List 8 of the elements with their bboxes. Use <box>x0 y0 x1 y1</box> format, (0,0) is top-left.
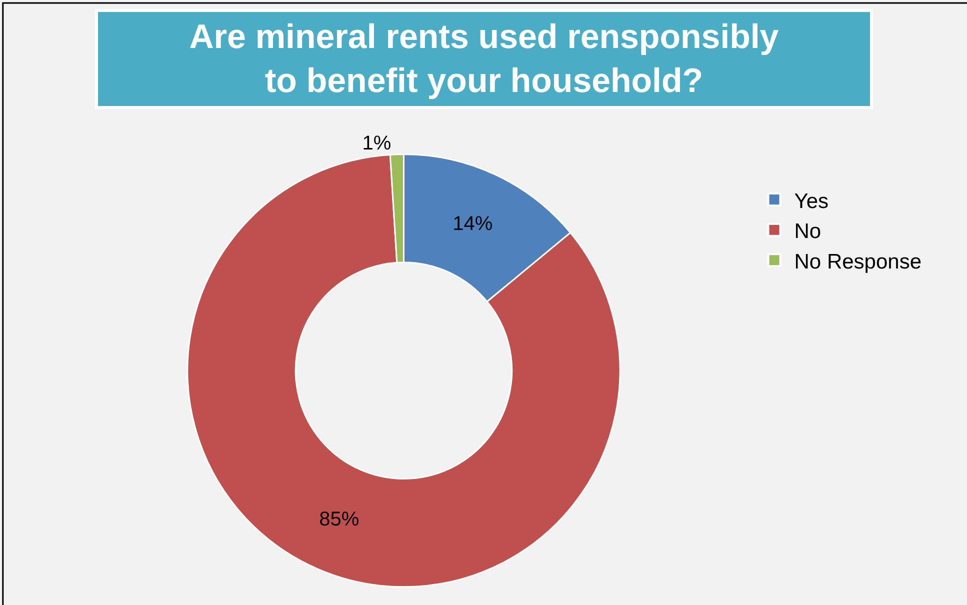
legend-label: No Response <box>794 250 922 274</box>
legend-label: No <box>794 220 822 244</box>
data-label: 85% <box>319 508 360 530</box>
data-label: 14% <box>452 212 493 235</box>
donut-slice <box>186 154 620 588</box>
chart-title: Are mineral rents used rensponsibly to benefit your household? <box>189 18 779 100</box>
legend-label: Yes <box>794 190 829 213</box>
data-label: 1% <box>362 132 392 154</box>
